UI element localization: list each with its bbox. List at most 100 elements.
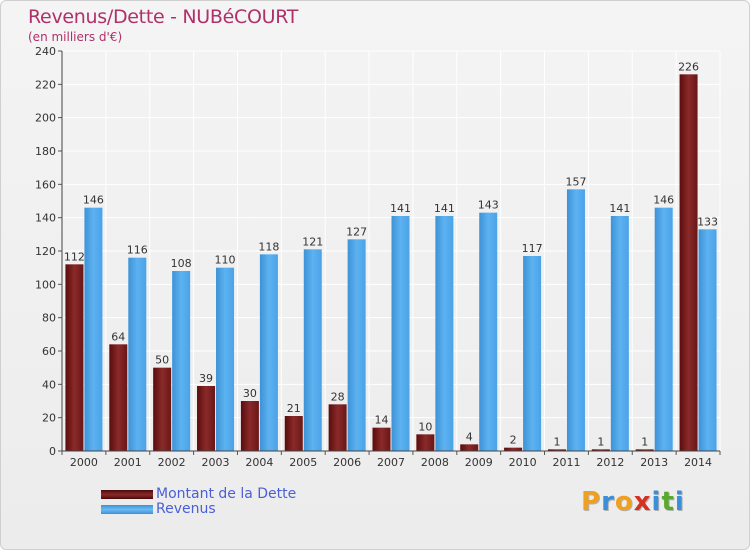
bar-revenus	[566, 189, 585, 452]
bar-dette	[328, 404, 347, 451]
y-tick-label: 0	[49, 445, 56, 458]
data-label-dette: 1	[553, 435, 560, 448]
bar-revenus	[128, 257, 147, 451]
bar-revenus	[303, 249, 322, 451]
data-label-dette: 30	[243, 387, 257, 400]
data-label-dette: 4	[466, 430, 473, 443]
data-label-dette: 14	[375, 414, 389, 427]
logo-letter: o	[614, 487, 634, 517]
data-label-dette: 64	[111, 330, 125, 343]
bar-dette	[240, 401, 259, 451]
bar-dette	[197, 386, 216, 451]
bar-revenus	[84, 207, 103, 451]
logo-letter: P	[581, 487, 602, 517]
y-tick-label: 40	[42, 378, 56, 391]
y-tick-label: 240	[35, 45, 56, 58]
data-label-revenus: 127	[346, 225, 367, 238]
data-label-revenus: 141	[434, 202, 455, 215]
y-tick-label: 160	[35, 178, 56, 191]
x-tick-label: 2010	[509, 456, 537, 469]
data-label-revenus: 133	[697, 215, 718, 228]
data-label-dette: 1	[641, 435, 648, 448]
bar-dette	[635, 449, 654, 451]
bar-revenus	[523, 256, 542, 451]
data-label-dette: 226	[678, 60, 699, 73]
legend-label-dette: Montant de la Dette	[156, 486, 297, 502]
y-tick-label: 140	[35, 212, 56, 225]
bar-dette	[109, 344, 128, 451]
logo-letter: t	[661, 487, 675, 517]
x-tick-label: 2008	[421, 456, 449, 469]
bar-revenus	[391, 216, 410, 451]
x-tick-label: 2014	[684, 456, 712, 469]
data-label-revenus: 116	[127, 244, 148, 257]
data-label-revenus: 108	[171, 257, 192, 270]
logo-letter: x	[633, 487, 652, 517]
data-label-dette: 39	[199, 372, 213, 385]
bar-dette	[372, 427, 391, 451]
y-tick-label: 120	[35, 245, 56, 258]
bar-revenus	[435, 216, 454, 451]
bars	[65, 74, 717, 452]
data-label-revenus: 141	[390, 202, 411, 215]
data-label-revenus: 118	[258, 240, 279, 253]
bar-dette	[65, 264, 84, 451]
grid-lines	[61, 50, 721, 452]
x-tick-label: 2003	[202, 456, 230, 469]
data-label-dette: 10	[418, 420, 432, 433]
bar-dette	[416, 434, 435, 451]
y-tick-label: 60	[42, 345, 56, 358]
x-tick-label: 2002	[158, 456, 186, 469]
bar-revenus	[259, 254, 278, 451]
bar-dette	[460, 444, 479, 451]
bar-revenus	[216, 267, 235, 451]
bar-dette	[591, 449, 610, 451]
bar-dette	[679, 74, 698, 451]
data-label-revenus: 146	[83, 194, 104, 207]
x-tick-label: 2000	[70, 456, 98, 469]
data-label-dette: 2	[510, 434, 517, 447]
axes: 0 20 40 60 80 100 120 140 160 180 200 220 240 2000 200…	[35, 45, 721, 469]
data-label-revenus: 141	[609, 202, 630, 215]
bar-revenus	[479, 212, 498, 451]
data-label-dette: 1	[597, 435, 604, 448]
logo-letter: r	[601, 487, 615, 517]
data-label-dette: 112	[64, 250, 85, 263]
chart-subtitle: (en milliers d'€)	[28, 30, 123, 44]
y-tick-label: 20	[42, 412, 56, 425]
legend-label-revenus: Revenus	[156, 501, 216, 517]
data-label-dette: 50	[155, 354, 169, 367]
legend-swatch-revenus	[101, 505, 153, 514]
x-tick-label: 2007	[377, 456, 405, 469]
y-tick-label: 180	[35, 145, 56, 158]
y-tick-label: 100	[35, 278, 56, 291]
data-label-dette: 28	[331, 390, 345, 403]
x-tick-label: 2005	[289, 456, 317, 469]
bar-dette	[547, 449, 566, 451]
x-tick-label: 2012	[596, 456, 624, 469]
bar-revenus	[698, 229, 717, 451]
proxiti-logo: Proxiti	[581, 487, 685, 517]
x-tick-label: 2013	[640, 456, 668, 469]
data-label-revenus: 121	[302, 235, 323, 248]
data-label-revenus: 146	[653, 194, 674, 207]
y-tick-label: 80	[42, 312, 56, 325]
bar-revenus	[610, 216, 629, 451]
y-tick-label: 200	[35, 112, 56, 125]
logo-letter: i	[651, 487, 662, 517]
labels: 1121466411650108391103011821121281271414…	[64, 60, 718, 448]
bar-revenus	[172, 271, 191, 451]
logo-letter: i	[674, 487, 685, 517]
data-label-revenus: 117	[522, 242, 543, 255]
x-tick-label: 2006	[333, 456, 361, 469]
bar-dette	[284, 416, 303, 451]
x-tick-label: 2009	[465, 456, 493, 469]
x-tick-label: 2011	[552, 456, 580, 469]
bar-revenus	[654, 207, 673, 451]
data-label-revenus: 157	[565, 175, 586, 188]
legend-swatch-dette	[101, 490, 153, 499]
data-label-revenus: 143	[478, 199, 499, 212]
data-label-revenus: 110	[215, 254, 236, 267]
bar-dette	[504, 447, 523, 451]
chart-title: Revenus/Dette - NUBéCOURT	[28, 6, 299, 28]
